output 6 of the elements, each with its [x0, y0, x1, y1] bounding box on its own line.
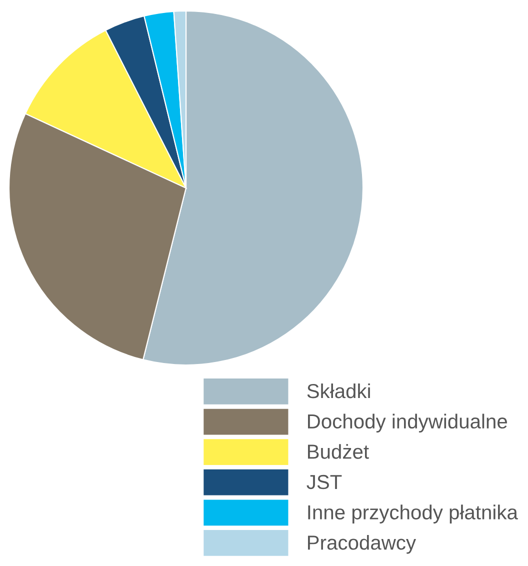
legend-label: Składki — [307, 383, 370, 398]
legend-label: Pracodawcy — [308, 534, 416, 554]
legend-label: Inne przychody płatnika — [308, 504, 518, 524]
legend-label: Dochody indywidualne — [308, 414, 507, 433]
legend-label: JST — [306, 474, 342, 490]
legend-label: Budżet — [308, 444, 369, 459]
